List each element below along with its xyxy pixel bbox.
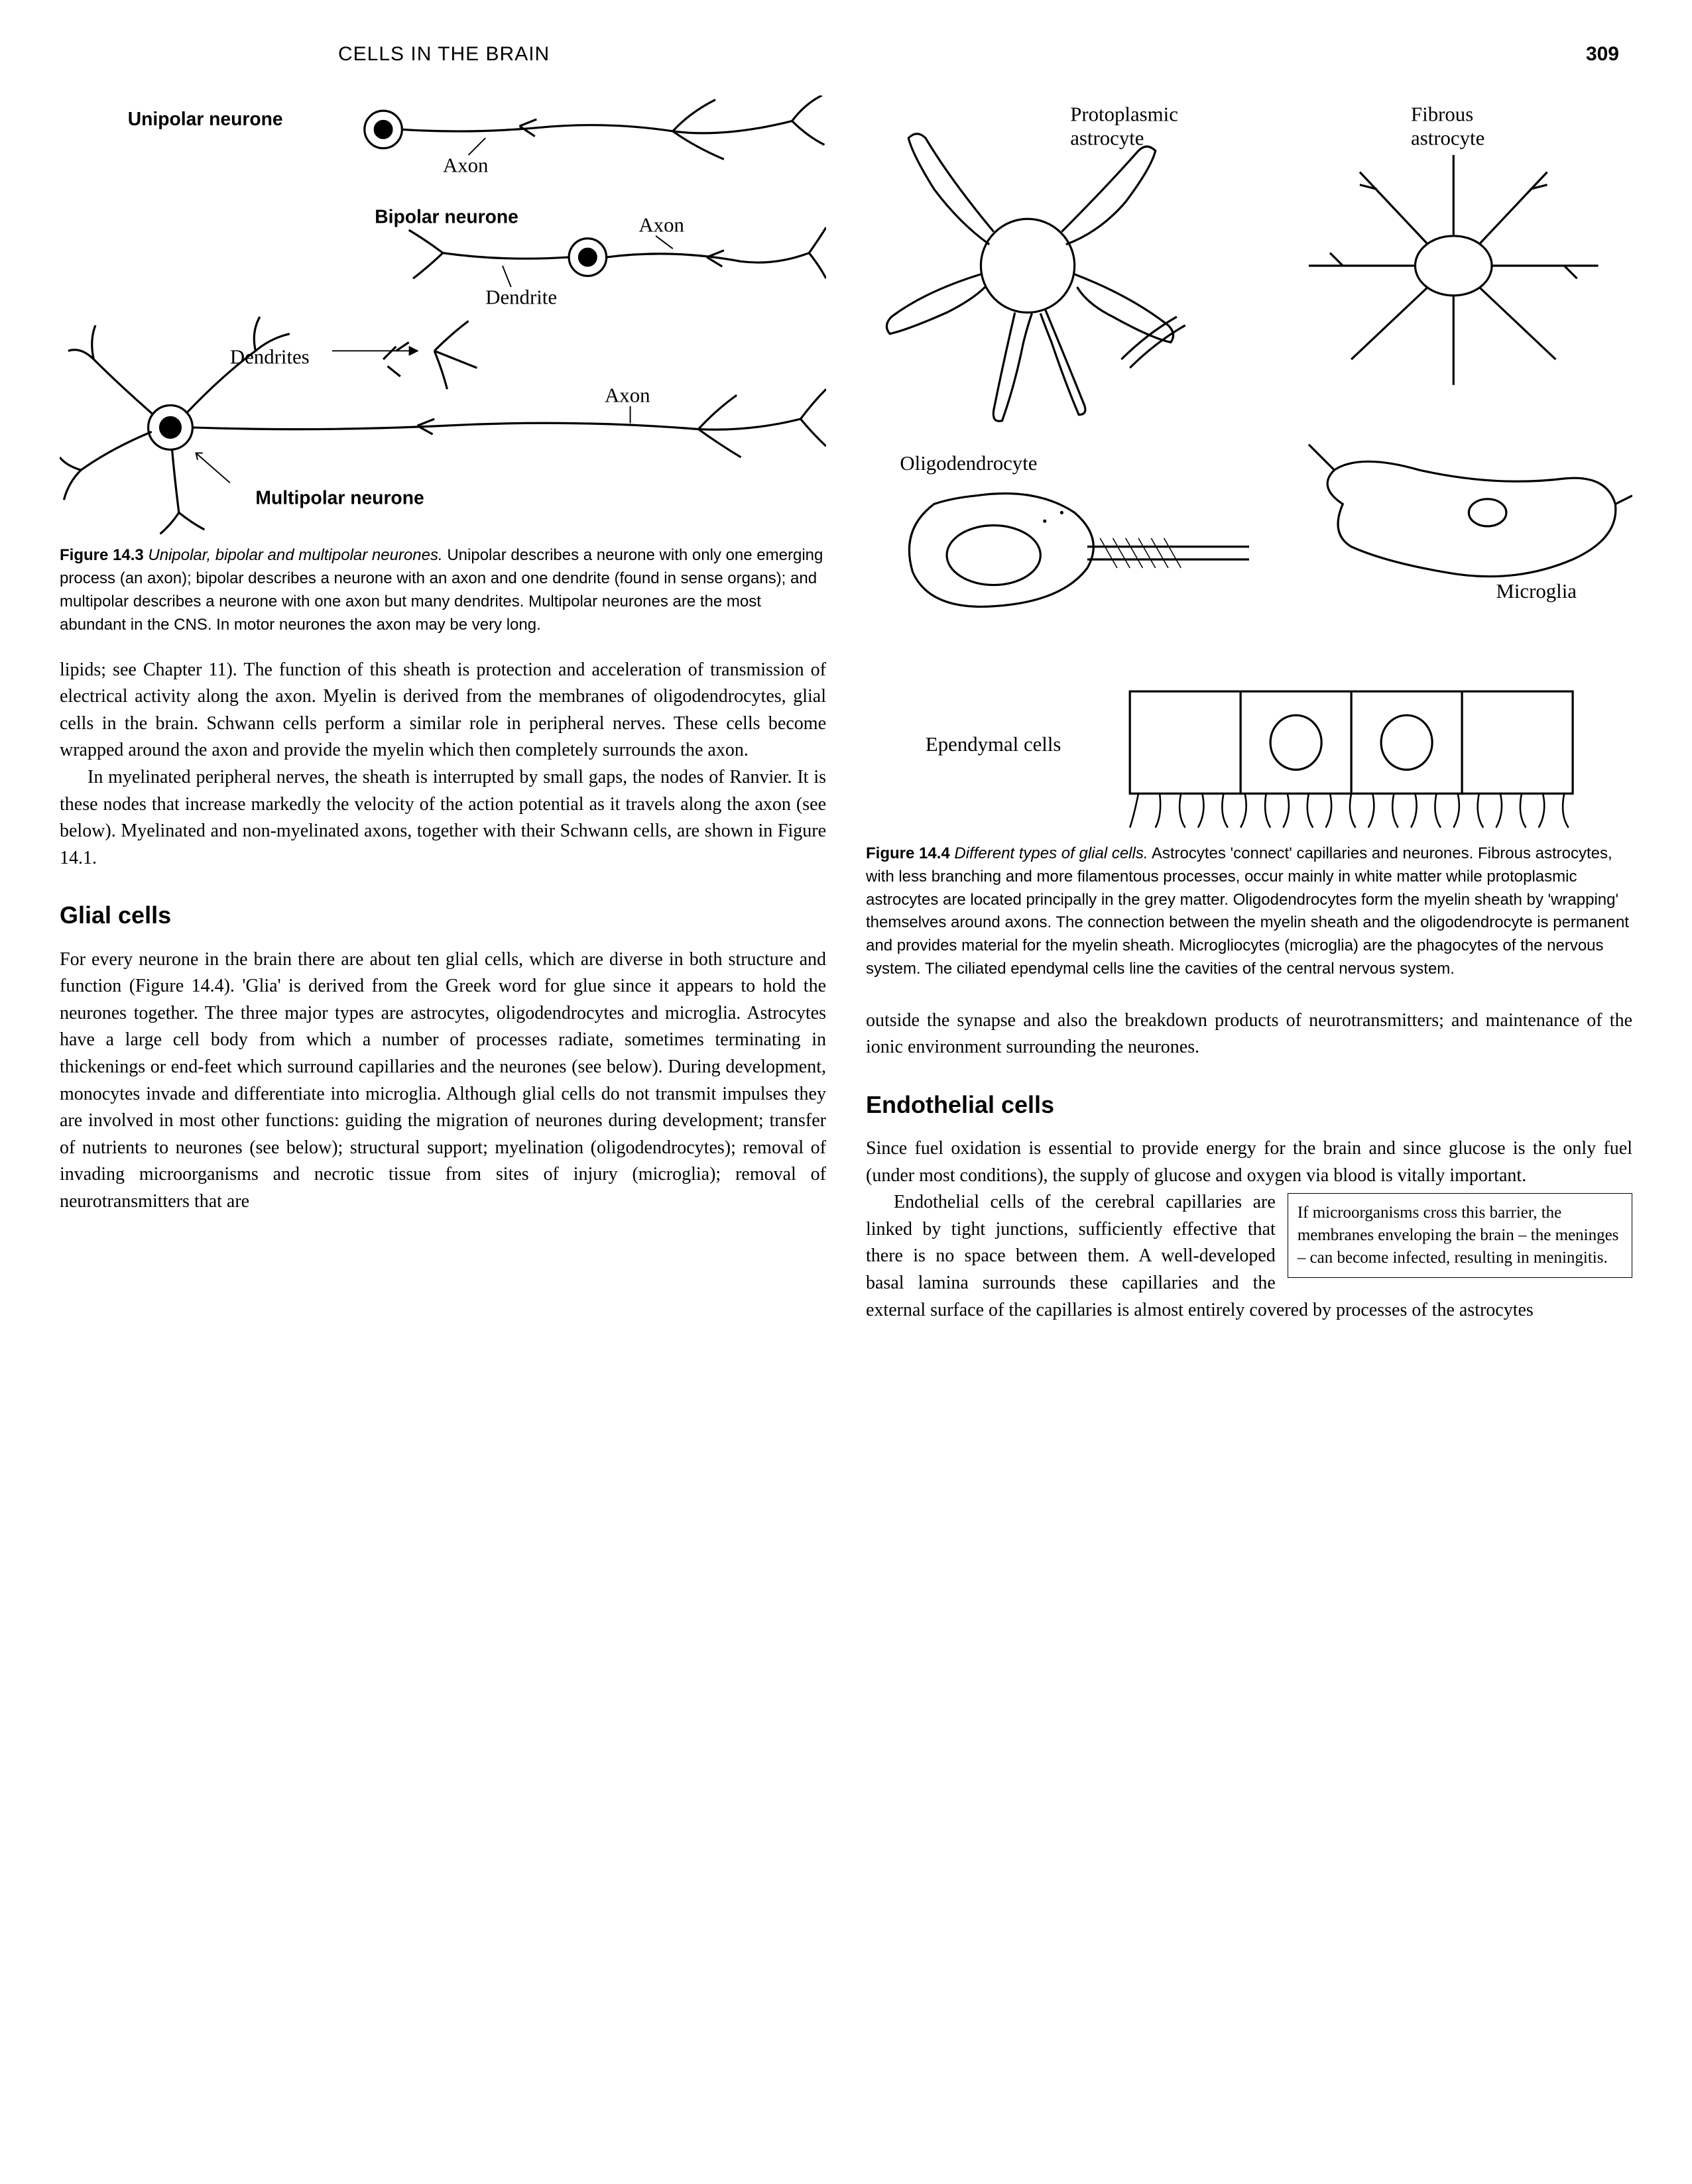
main-content: Unipolar neurone Axon Bipolar neurone — [60, 95, 1632, 1324]
glial-cells-diagram: Protoplasmicastrocyte Fibrousastrocyte — [866, 95, 1632, 836]
right-p3-wrap: If microorganisms cross this barrier, th… — [866, 1189, 1632, 1324]
caption-14-3-desc: Unipolar, bipolar and multipolar neurone… — [148, 546, 442, 564]
figure-14-4-caption: Figure 14.4 Different types of glial cel… — [866, 842, 1632, 981]
ependymal-label: Ependymal cells — [926, 733, 1061, 756]
right-p2: Since fuel oxidation is essential to pro… — [866, 1135, 1632, 1189]
meningitis-sidebar: If microorganisms cross this barrier, th… — [1288, 1193, 1632, 1277]
neurone-types-diagram: Unipolar neurone Axon Bipolar neurone — [60, 95, 826, 538]
figure-14-3: Unipolar neurone Axon Bipolar neurone — [60, 95, 826, 637]
caption-14-3-title: Figure 14.3 — [60, 546, 144, 564]
left-p2: In myelinated peripheral nerves, the she… — [60, 764, 826, 872]
page-number: 309 — [1586, 40, 1619, 69]
dendrite-label: Dendrite — [485, 286, 557, 308]
caption-14-4-body: Astrocytes 'connect' capillaries and neu… — [866, 844, 1629, 978]
page-header: CELLS IN THE BRAIN 309 — [60, 40, 1632, 69]
axon-label-3: Axon — [605, 384, 650, 406]
left-p1: lipids; see Chapter 11). The function of… — [60, 657, 826, 764]
fibrous-label: Fibrousastrocyte — [1411, 103, 1484, 149]
oligodendrocyte-label: Oligodendrocyte — [900, 452, 1037, 475]
header-title: CELLS IN THE BRAIN — [338, 40, 550, 69]
figure-14-4: Protoplasmicastrocyte Fibrousastrocyte — [866, 95, 1632, 981]
caption-14-4-title: Figure 14.4 — [866, 844, 950, 862]
bipolar-label: Bipolar neurone — [375, 205, 518, 227]
microglia-label: Microglia — [1496, 579, 1577, 602]
glial-cells-heading: Glial cells — [60, 898, 826, 933]
axon-label-2: Axon — [638, 213, 684, 236]
right-column: Protoplasmicastrocyte Fibrousastrocyte — [866, 95, 1632, 1324]
right-p1: outside the synapse and also the breakdo… — [866, 1007, 1632, 1061]
multipolar-label: Multipolar neurone — [255, 487, 424, 508]
dendrites-label: Dendrites — [230, 345, 310, 368]
protoplasmic-label: Protoplasmicastrocyte — [1070, 103, 1178, 149]
figure-14-3-caption: Figure 14.3 Unipolar, bipolar and multip… — [60, 544, 826, 636]
endothelial-cells-heading: Endothelial cells — [866, 1088, 1632, 1122]
caption-14-4-desc: Different types of glial cells. — [954, 844, 1148, 862]
axon-label-1: Axon — [443, 154, 488, 176]
left-p3: For every neurone in the brain there are… — [60, 947, 826, 1216]
unipolar-label: Unipolar neurone — [128, 107, 283, 129]
left-column: Unipolar neurone Axon Bipolar neurone — [60, 95, 826, 1324]
